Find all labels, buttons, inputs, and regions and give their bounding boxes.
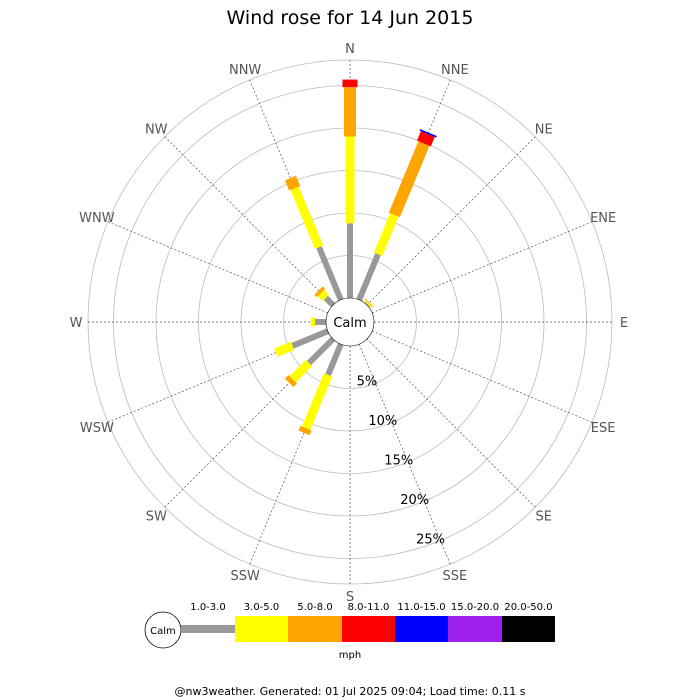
legend-swatch-1.0-3.0 [181,625,235,633]
bar-nnw-3.0-5.0 [290,186,324,249]
direction-label-e: E [620,316,628,331]
direction-label-sw: SW [146,510,167,525]
bar-nne-11.0-15.0 [419,129,437,138]
direction-label-wnw: WNW [79,211,115,226]
bar-wsw-3.0-5.0 [274,341,295,357]
direction-label-ne: NE [535,122,553,137]
radial-tick-label: 20% [400,493,429,508]
direction-label-se: SE [536,510,552,525]
legend: Calm mph 1.0-3.0 3.0-5.0 5.0-8.0 8.0-11.0 11… [144,602,555,661]
legend-swatch-5.0-8.0 [288,616,342,642]
legend-bin-label: 3.0-5.0 [244,602,279,613]
direction-label-ese: ESE [591,421,616,436]
direction-label-sse: SSE [442,569,467,584]
direction-label-wsw: WSW [80,421,114,436]
percent-label-layer: 5% 10% 15% 20% 25% [357,375,445,548]
legend-unit: mph [339,650,361,661]
radial-tick-label: 15% [384,453,413,468]
legend-bin-label: 20.0-50.0 [504,602,552,613]
bar-nw-5.0-8.0 [314,286,326,298]
footer-text: @nw3weather. Generated: 01 Jul 2025 09:0… [175,685,526,698]
legend-bin-label: 11.0-15.0 [397,602,445,613]
calm-circle [325,297,375,347]
direction-label-layer: N NNE NE ENE E ESE SE SSE S SSW SW WSW W WNW NW NNW [70,42,629,605]
direction-label-nne: NNE [441,63,469,78]
bar-ne-3.0-5.0 [364,300,372,308]
legend-swatch-15.0-20.0 [448,616,502,642]
direction-label-nw: NW [145,122,168,137]
bar-ne-5.0-8.0 [364,298,374,308]
legend-bin-label: 5.0-8.0 [297,602,332,613]
calm-layer: Calm [325,297,375,347]
bar-nw-3.0-5.0 [317,289,329,301]
bar-nne-8.0-11.0 [416,131,435,147]
radial-tick-label: 5% [357,375,378,390]
direction-label-nnw: NNW [229,63,261,78]
bar-wsw-1.0-3.0 [291,328,329,349]
legend-swatch-20.0-50.0 [502,616,555,642]
bar-ssw-1.0-3.0 [325,343,344,376]
bar-nnw-1.0-3.0 [316,246,344,301]
bar-sw-3.0-5.0 [289,359,313,383]
direction-label-ene: ENE [590,211,616,226]
legend-swatch-3.0-5.0 [235,616,288,642]
bar-sw-5.0-8.0 [284,374,298,388]
bar-ssw-5.0-8.0 [298,425,312,436]
legend-bin-label: 8.0-11.0 [348,602,390,613]
bar-nw-1.0-3.0 [323,295,336,308]
bar-ssw-3.0-5.0 [301,373,333,430]
radial-tick-label: 10% [368,414,397,429]
legend-bin-label: 15.0-20.0 [451,602,499,613]
legend-swatch-8.0-11.0 [342,616,395,642]
calm-label: Calm [333,316,366,331]
direction-label-n: N [345,42,355,57]
legend-swatch-11.0-15.0 [395,616,448,642]
chart-title: Wind rose for 14 Jun 2015 [227,7,474,29]
direction-label-ssw: SSW [230,569,260,584]
legend-calm-label: Calm [150,626,176,637]
direction-label-s: S [346,590,354,605]
radial-tick-label: 25% [416,532,445,547]
bar-nne-1.0-3.0 [356,253,381,301]
direction-label-w: W [70,316,83,331]
bar-sw-1.0-3.0 [306,336,336,366]
bar-nnw-5.0-8.0 [284,175,301,191]
legend-bin-label: 1.0-3.0 [190,602,225,613]
bar-nne-3.0-5.0 [373,213,399,257]
bar-nne-5.0-8.0 [388,141,430,218]
bar-layer [274,79,437,436]
